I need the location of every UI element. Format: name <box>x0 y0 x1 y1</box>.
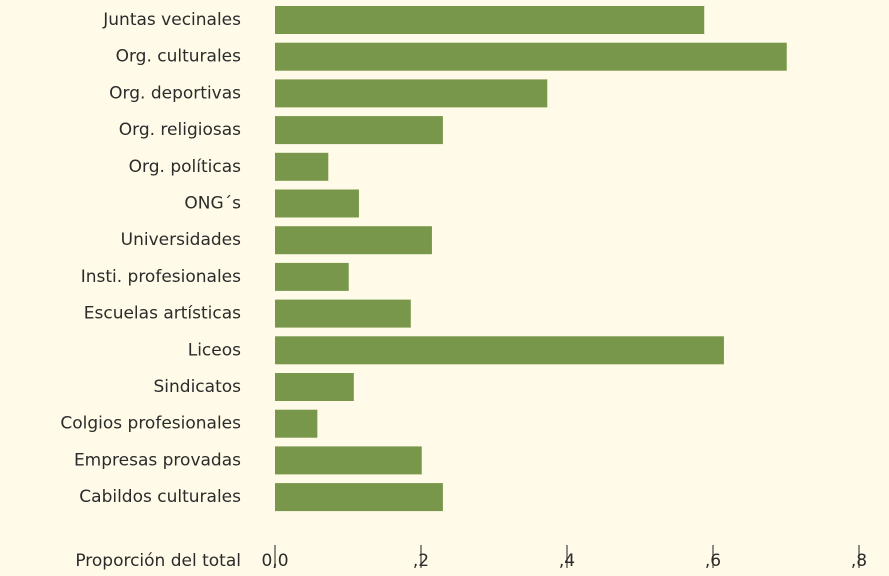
y-tick-label: Insti. profesionales <box>81 267 241 287</box>
x-tick-label: ,6 <box>705 551 721 571</box>
bar <box>275 262 349 291</box>
bar <box>275 42 787 71</box>
y-tick-label: Org. culturales <box>116 47 242 67</box>
bar <box>275 116 443 145</box>
y-tick-label: Org. religiosas <box>119 120 241 140</box>
y-tick-label: Empresas provadas <box>74 450 241 470</box>
x-axis-label: Proporción del total <box>75 551 241 571</box>
y-tick-label: Escuelas artísticas <box>84 304 241 324</box>
y-tick-label: Cabildos culturales <box>79 487 241 507</box>
bar <box>275 189 359 218</box>
y-tick-label: Org. políticas <box>129 157 241 177</box>
bar <box>275 336 724 365</box>
bar <box>275 373 354 401</box>
bar <box>275 409 318 438</box>
x-tick-label: ,2 <box>413 551 429 571</box>
bar <box>275 226 432 255</box>
y-tick-label: Liceos <box>188 340 241 360</box>
y-tick-label: Juntas vecinales <box>102 10 241 30</box>
y-tick-label: Org. deportivas <box>109 83 241 103</box>
y-tick-label: Sindicatos <box>154 377 242 397</box>
bar <box>275 79 548 108</box>
x-tick-label: ,4 <box>559 551 575 571</box>
y-tick-label: ONG´s <box>184 194 241 214</box>
bar <box>275 446 422 475</box>
bar <box>275 6 705 34</box>
bar <box>275 483 443 512</box>
bar <box>275 152 329 181</box>
bar <box>275 299 411 328</box>
x-tick-label: 0,0 <box>261 551 288 571</box>
y-tick-label: Universidades <box>121 230 241 250</box>
x-tick-label: ,8 <box>851 551 867 571</box>
y-tick-label: Colgios profesionales <box>60 414 241 434</box>
